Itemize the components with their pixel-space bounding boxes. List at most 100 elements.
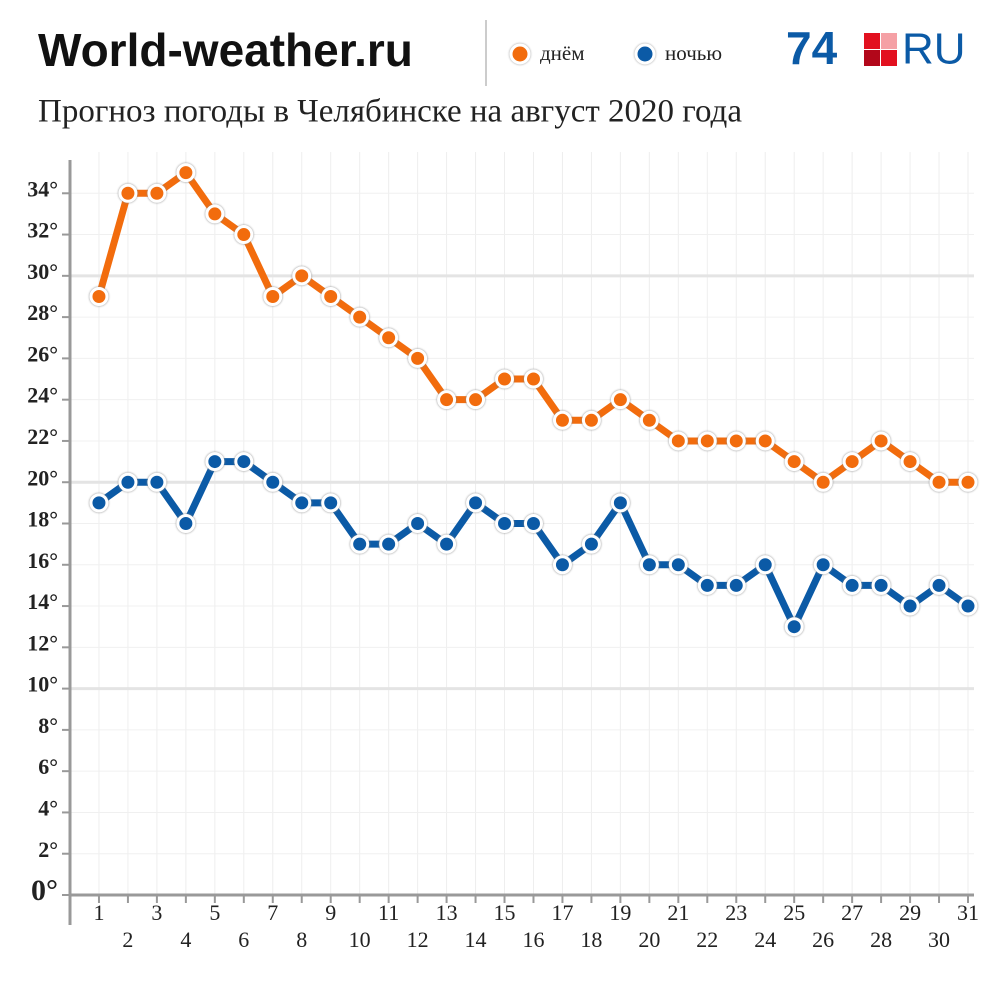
series	[89, 452, 978, 637]
x-tick-label: 26	[812, 927, 834, 952]
point	[495, 514, 515, 533]
y-tick-label: 8°	[38, 713, 58, 738]
point	[697, 431, 717, 451]
x-tick-label: 21	[667, 900, 689, 925]
point	[118, 472, 138, 492]
legend-marker	[634, 43, 656, 65]
x-tick-label: 23	[725, 900, 747, 925]
x-tick-label: 19	[609, 900, 631, 925]
point	[610, 390, 630, 410]
point	[205, 452, 225, 472]
logo-square	[881, 33, 897, 49]
point	[234, 225, 254, 245]
x-tick-label: 31	[957, 900, 979, 925]
y-tick-label: 10°	[27, 672, 58, 697]
point	[379, 534, 399, 554]
x-tick-label: 4	[180, 927, 191, 952]
point	[726, 431, 746, 451]
point	[813, 555, 833, 575]
point	[176, 514, 196, 533]
x-tick-label: 10	[349, 927, 371, 952]
point	[697, 575, 717, 595]
point	[437, 534, 457, 554]
point	[379, 328, 399, 348]
point	[639, 555, 659, 575]
point	[523, 514, 543, 533]
point	[495, 369, 515, 389]
x-tick-label: 5	[209, 900, 220, 925]
point	[958, 596, 978, 616]
point	[321, 493, 341, 513]
point	[784, 452, 804, 472]
x-tick-label: 3	[151, 900, 162, 925]
point	[842, 575, 862, 595]
point	[89, 286, 109, 306]
x-tick-label: 11	[378, 900, 399, 925]
logo-square	[864, 33, 880, 49]
point	[871, 431, 891, 451]
point	[668, 431, 688, 451]
x-tick-label: 6	[238, 927, 249, 952]
y-tick-label: 4°	[38, 795, 58, 820]
x-tick-label: 14	[465, 927, 487, 952]
series	[89, 163, 978, 492]
legend-label: днём	[540, 41, 585, 65]
y-tick-label: 20°	[27, 465, 58, 490]
point	[234, 452, 254, 472]
x-tick-label: 18	[580, 927, 602, 952]
point	[610, 493, 630, 513]
point	[292, 493, 312, 513]
point	[639, 410, 659, 430]
legend-label: ночью	[665, 41, 722, 65]
point	[581, 534, 601, 554]
y-tick-label: 12°	[27, 630, 58, 655]
x-tick-label: 24	[754, 927, 776, 952]
point	[813, 472, 833, 492]
point	[408, 514, 428, 533]
point	[263, 286, 283, 306]
y-tick-label: 6°	[38, 754, 58, 779]
point	[176, 163, 196, 183]
x-tick-label: 2	[122, 927, 133, 952]
point	[321, 286, 341, 306]
point	[292, 266, 312, 286]
point	[263, 472, 283, 492]
point	[147, 183, 167, 203]
point	[726, 575, 746, 595]
point	[900, 452, 920, 472]
x-tick-label: 28	[870, 927, 892, 952]
point	[408, 348, 428, 368]
point	[523, 369, 543, 389]
point	[466, 390, 486, 410]
x-tick-label: 20	[638, 927, 660, 952]
x-tick-label: 29	[899, 900, 921, 925]
point	[929, 575, 949, 595]
logo-square	[864, 50, 880, 66]
point	[871, 575, 891, 595]
x-tick-label: 16	[522, 927, 544, 952]
x-tick-label: 22	[696, 927, 718, 952]
y-tick-label: 22°	[27, 424, 58, 449]
x-tick-label: 9	[325, 900, 336, 925]
point	[205, 204, 225, 224]
point	[466, 493, 486, 513]
point	[552, 555, 572, 575]
x-tick-label: 30	[928, 927, 950, 952]
point	[842, 452, 862, 472]
y-tick-label: 30°	[27, 259, 58, 284]
source: World-weather.ru	[38, 24, 413, 76]
y-tick-label: 2°	[38, 837, 58, 862]
x-tick-label: 13	[436, 900, 458, 925]
logo-right: RU	[902, 25, 966, 74]
logo-left: 74	[786, 22, 838, 74]
y-tick-label: 32°	[27, 218, 58, 243]
point	[668, 555, 688, 575]
point	[929, 472, 949, 492]
y-tick-label: 16°	[27, 548, 58, 573]
point	[437, 390, 457, 410]
y-tick-label: 0°	[31, 874, 58, 907]
y-tick-label: 28°	[27, 300, 58, 325]
point	[581, 410, 601, 430]
point	[350, 307, 370, 327]
